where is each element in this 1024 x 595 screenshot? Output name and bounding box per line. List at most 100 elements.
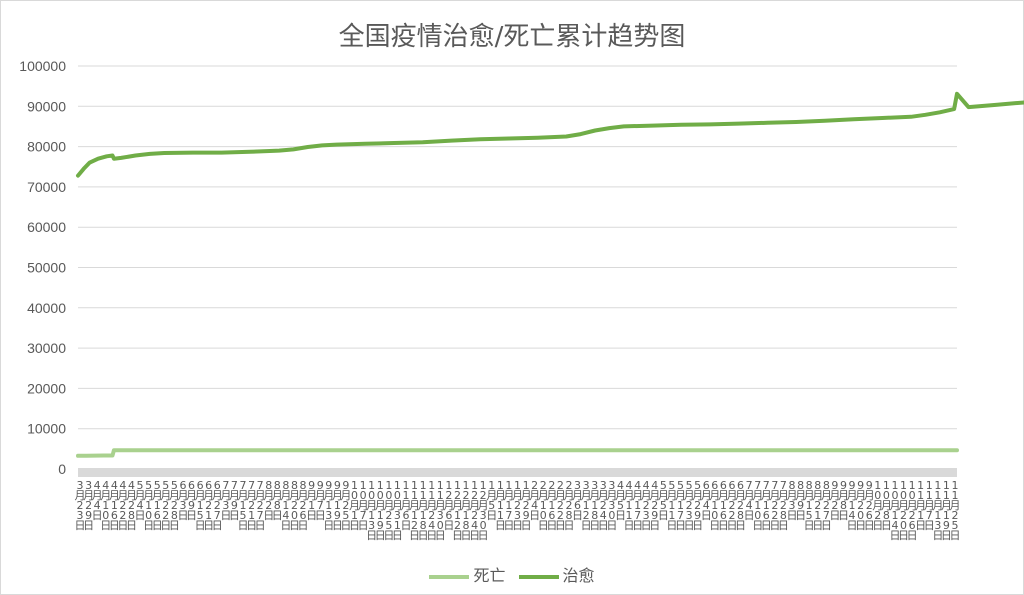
y-tick-label: 20000 (27, 380, 66, 396)
y-tick-label: 50000 (27, 260, 66, 276)
cured-series-line (76, 91, 1024, 178)
legend: 死亡 治愈 (0, 562, 1024, 586)
y-tick-label: 40000 (27, 300, 66, 316)
y-tick-label: 90000 (27, 98, 66, 114)
y-tick-label: 10000 (27, 421, 66, 437)
chart-title: 全国疫情治愈/死亡累计趋势图 (338, 22, 686, 52)
legend-swatch-death (429, 574, 470, 579)
y-tick-label: 0 (58, 461, 66, 477)
y-tick-label: 80000 (27, 139, 66, 155)
legend-item-death: 死亡 (429, 562, 505, 586)
x-axis (78, 468, 957, 477)
legend-swatch-cured (518, 574, 559, 579)
y-tick-label: 100000 (19, 58, 66, 74)
y-tick-label: 70000 (27, 179, 66, 195)
legend-item-cured: 治愈 (518, 562, 595, 586)
